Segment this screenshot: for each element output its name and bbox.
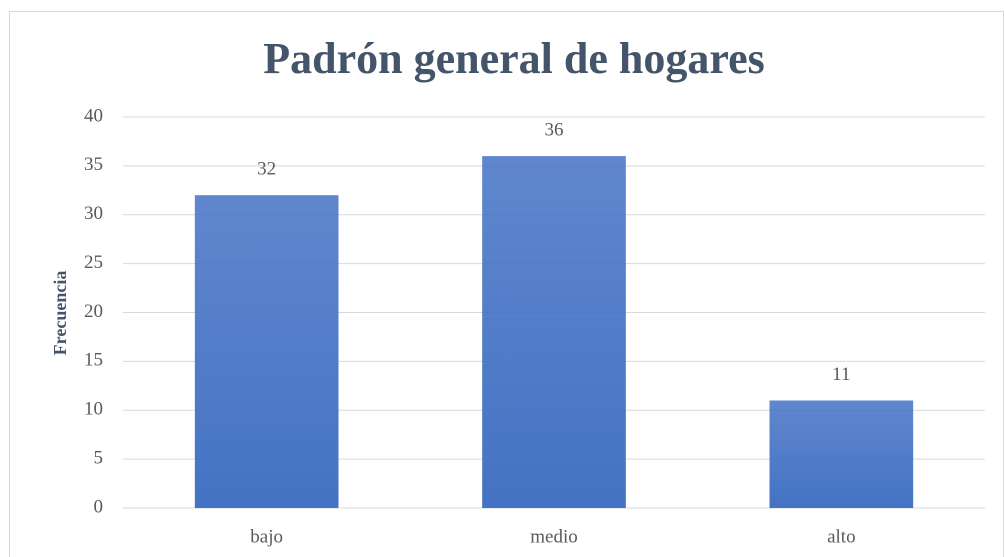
y-tick-label: 20: [84, 301, 103, 322]
y-tick-label: 40: [84, 105, 103, 126]
y-tick-label: 25: [84, 252, 103, 273]
y-tick-label: 10: [84, 399, 103, 420]
bar: [482, 156, 626, 508]
value-label: 11: [832, 364, 850, 385]
x-tick-label: alto: [827, 526, 856, 547]
bar: [769, 400, 914, 508]
chart-title: Padrón general de hogares: [263, 34, 765, 83]
y-tick-label: 0: [94, 496, 104, 517]
y-tick-label: 35: [84, 154, 103, 175]
y-tick-label: 30: [84, 203, 103, 224]
y-axis-label: Frecuencia: [50, 271, 70, 356]
bar: [194, 195, 339, 508]
y-tick-label: 5: [94, 447, 104, 468]
y-tick-label: 15: [84, 350, 103, 371]
x-tick-label: medio: [530, 526, 578, 547]
value-label: 32: [257, 159, 276, 180]
value-label: 36: [545, 119, 564, 140]
x-tick-label: bajo: [250, 526, 283, 547]
